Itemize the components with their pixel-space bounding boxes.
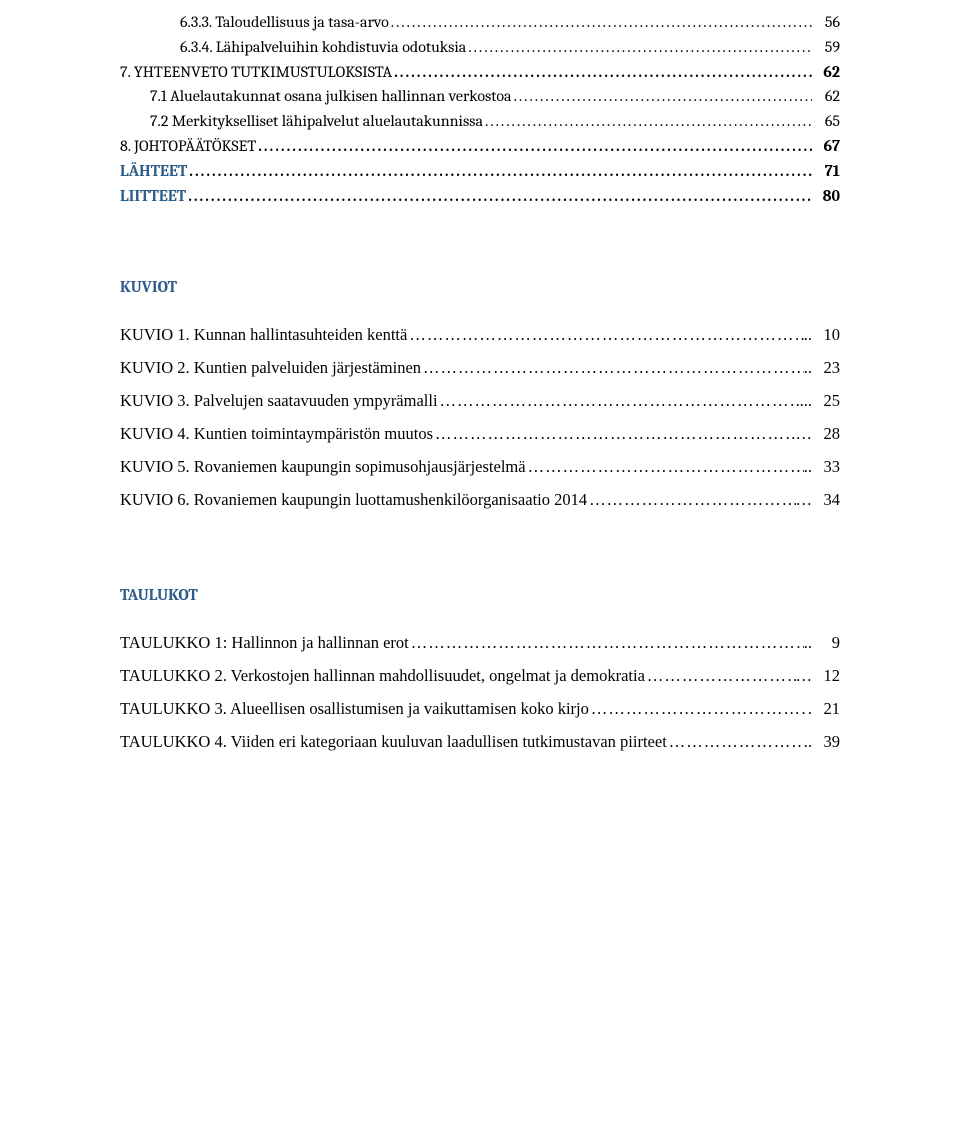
kuvio-entry-label: KUVIO 2. Kuntien palveluiden järjestämin… <box>120 351 421 384</box>
toc-entry-label: LÄHTEET <box>120 159 187 184</box>
kuvio-entry: KUVIO 3. Palvelujen saatavuuden ympyräma… <box>120 384 840 417</box>
kuvio-leader: …………………………………………………………………………………………………………… <box>421 351 804 384</box>
kuvio-leader: …………………………………………………………………………………………………………… <box>526 450 804 483</box>
kuvio-leader: …………………………………………………………………………………………………………… <box>587 483 795 516</box>
kuvio-entry-label: KUVIO 6. Rovaniemen kaupungin luottamush… <box>120 483 587 516</box>
document-page: 6.3.3. Taloudellisuus ja tasa-arvo......… <box>0 0 960 1121</box>
kuviot-list: KUVIO 1. Kunnan hallintasuhteiden kenttä… <box>120 318 840 516</box>
toc-entry-page: 71 <box>812 159 840 184</box>
toc-entry-page: 67 <box>812 134 840 159</box>
kuvio-entry-page: 23 <box>812 351 840 384</box>
toc-leader: ........................................… <box>392 60 812 85</box>
toc-entry-label: 7.2 Merkitykselliset lähipalvelut aluela… <box>150 109 483 134</box>
kuvio-tail-leader: ... <box>800 384 812 417</box>
taulukko-entry: TAULUKKO 3. Alueellisen osallistumisen j… <box>120 692 840 725</box>
toc-entry-page: 65 <box>812 109 840 134</box>
toc-entry-page: 59 <box>812 35 840 60</box>
kuvio-entry-page: 33 <box>812 450 840 483</box>
toc-leader: ........................................… <box>389 10 812 35</box>
taulukko-tail-leader: .. <box>804 626 812 659</box>
kuvio-tail-leader: … <box>796 483 813 516</box>
kuvio-entry: KUVIO 4. Kuntien toimintaympäristön muut… <box>120 417 840 450</box>
taulukko-entry-page: 12 <box>812 659 840 692</box>
toc-entry-page: 80 <box>812 184 840 209</box>
toc-entry-label: 6.3.3. Taloudellisuus ja tasa-arvo <box>180 10 389 35</box>
kuvio-tail-leader: … <box>796 417 813 450</box>
kuvio-tail-leader: .. <box>804 318 812 351</box>
toc-entry-label: 6.3.4. Lähipalveluihin kohdistuvia odotu… <box>180 35 466 60</box>
kuvio-leader: …………………………………………………………………………………………………………… <box>433 417 795 450</box>
kuvio-tail-leader: .. <box>804 351 812 384</box>
kuvio-entry-page: 34 <box>812 483 840 516</box>
toc-entry: 7.2 Merkitykselliset lähipalvelut aluela… <box>120 109 840 134</box>
kuvio-entry: KUVIO 6. Rovaniemen kaupungin luottamush… <box>120 483 840 516</box>
taulukko-leader: …………………………………………………………………………………………………………… <box>667 725 804 758</box>
toc-leader: ........................................… <box>187 159 812 184</box>
toc-entry: 6.3.3. Taloudellisuus ja tasa-arvo......… <box>120 10 840 35</box>
kuvio-entry-page: 28 <box>812 417 840 450</box>
toc-leader: ........................................… <box>466 35 812 60</box>
taulukko-leader: …………………………………………………………………………………………………………… <box>645 659 796 692</box>
kuvio-leader: …………………………………………………………………………………………………………… <box>407 318 803 351</box>
toc-entry-page: 62 <box>812 84 840 109</box>
toc-leader: ........................................… <box>483 109 812 134</box>
kuvio-tail-leader: .. <box>804 450 812 483</box>
taulukko-leader: …………………………………………………………………………………………………………… <box>409 626 804 659</box>
taulukot-list: TAULUKKO 1: Hallinnon ja hallinnan erot…… <box>120 626 840 758</box>
taulukko-entry: TAULUKKO 2. Verkostojen hallinnan mahdol… <box>120 659 840 692</box>
toc-entry-page: 62 <box>812 60 840 85</box>
kuvio-entry-page: 25 <box>812 384 840 417</box>
taulukko-tail-leader: .. <box>804 725 812 758</box>
toc-entry: 7.1 Aluelautakunnat osana julkisen halli… <box>120 84 840 109</box>
toc-entry: 8. JOHTOPÄÄTÖKSET.......................… <box>120 134 840 159</box>
toc-entry-label: 8. JOHTOPÄÄTÖKSET <box>120 134 256 159</box>
kuvio-entry-page: 10 <box>812 318 840 351</box>
toc-entry: LÄHTEET.................................… <box>120 159 840 184</box>
taulukko-entry: TAULUKKO 1: Hallinnon ja hallinnan erot…… <box>120 626 840 659</box>
toc-entry-label: LIITTEET <box>120 184 186 209</box>
toc-entry: 7. YHTEENVETO TUTKIMUSTULOKSISTA........… <box>120 60 840 85</box>
taulukko-entry-label: TAULUKKO 2. Verkostojen hallinnan mahdol… <box>120 659 645 692</box>
taulukko-entry-page: 39 <box>812 725 840 758</box>
kuvio-entry-label: KUVIO 5. Rovaniemen kaupungin sopimusohj… <box>120 450 526 483</box>
toc-entry-label: 7.1 Aluelautakunnat osana julkisen halli… <box>150 84 512 109</box>
kuvio-leader: …………………………………………………………………………………………………………… <box>438 384 800 417</box>
toc-entry-page: 56 <box>812 10 840 35</box>
taulukko-entry-label: TAULUKKO 1: Hallinnon ja hallinnan erot <box>120 626 409 659</box>
table-of-contents: 6.3.3. Taloudellisuus ja tasa-arvo......… <box>120 10 840 208</box>
kuvio-entry-label: KUVIO 1. Kunnan hallintasuhteiden kenttä <box>120 318 407 351</box>
kuvio-entry-label: KUVIO 3. Palvelujen saatavuuden ympyräma… <box>120 384 438 417</box>
taulukko-entry-page: 9 <box>812 626 840 659</box>
toc-leader: ........................................… <box>186 184 812 209</box>
kuviot-heading: KUVIOT <box>120 278 840 296</box>
toc-entry-label: 7. YHTEENVETO TUTKIMUSTULOKSISTA <box>120 60 392 85</box>
taulukko-entry-label: TAULUKKO 3. Alueellisen osallistumisen j… <box>120 692 589 725</box>
taulukko-entry-label: TAULUKKO 4. Viiden eri kategoriaan kuulu… <box>120 725 667 758</box>
kuvio-entry: KUVIO 2. Kuntien palveluiden järjestämin… <box>120 351 840 384</box>
kuvio-entry-label: KUVIO 4. Kuntien toimintaympäristön muut… <box>120 417 433 450</box>
toc-leader: ........................................… <box>512 84 812 109</box>
taulukko-tail-leader: … <box>796 659 813 692</box>
toc-entry: LIITTEET................................… <box>120 184 840 209</box>
taulukot-heading: TAULUKOT <box>120 586 840 604</box>
taulukko-entry-page: 21 <box>812 692 840 725</box>
taulukko-leader: …………………………………………………………………………………………………………… <box>589 692 808 725</box>
toc-entry: 6.3.4. Lähipalveluihin kohdistuvia odotu… <box>120 35 840 60</box>
taulukko-entry: TAULUKKO 4. Viiden eri kategoriaan kuulu… <box>120 725 840 758</box>
kuvio-entry: KUVIO 5. Rovaniemen kaupungin sopimusohj… <box>120 450 840 483</box>
toc-leader: ........................................… <box>256 134 812 159</box>
kuvio-entry: KUVIO 1. Kunnan hallintasuhteiden kenttä… <box>120 318 840 351</box>
